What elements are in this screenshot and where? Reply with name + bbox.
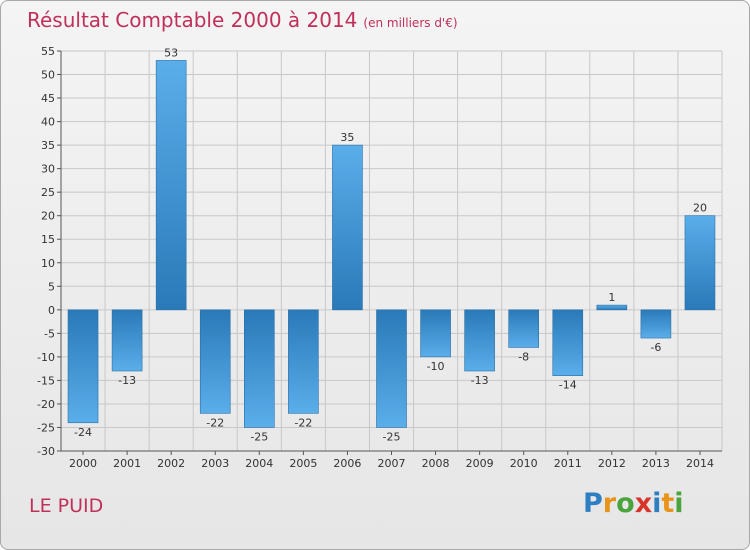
bar-2011[interactable] (552, 309, 584, 377)
y-tick-label: -5 (44, 327, 55, 340)
bar-2014[interactable] (684, 215, 716, 311)
bar-2008[interactable] (420, 309, 451, 358)
x-tick-label: 2002 (157, 457, 185, 470)
bar-2004[interactable] (244, 309, 275, 428)
y-tick-label: 0 (48, 304, 55, 317)
x-tick-label: 2006 (333, 457, 361, 470)
x-tick-label: 2005 (289, 457, 317, 470)
y-tick-label: 20 (41, 210, 55, 223)
x-tick-label: 2000 (69, 457, 97, 470)
x-tick-label: 2013 (642, 457, 670, 470)
y-tick-label: 35 (41, 139, 55, 152)
x-tick-label: 2009 (466, 457, 494, 470)
x-tick-label: 2014 (686, 457, 714, 470)
bar-2005[interactable] (288, 309, 319, 414)
bar-2012[interactable] (596, 304, 628, 311)
bar-2002[interactable] (155, 60, 187, 311)
data-labels: -24 -13 53 -22 -25 -22 35 -25 -10 -13 -8 -14 1 -6 20 (74, 46, 707, 443)
x-tick-label: 2011 (554, 457, 582, 470)
y-tick-label: -30 (37, 445, 55, 458)
data-label-2011: -14 (559, 379, 577, 392)
bar-2006[interactable] (332, 144, 363, 311)
x-tick-label: 2010 (510, 457, 538, 470)
data-label-2002: 53 (164, 46, 178, 59)
bar-2013[interactable] (640, 309, 672, 339)
y-tick-label: 15 (41, 233, 55, 246)
y-tick-label: 25 (41, 186, 55, 199)
y-tick-label: 30 (41, 163, 55, 176)
y-tick-label: -20 (37, 398, 55, 411)
x-tick-label: 2001 (113, 457, 141, 470)
chart-subtitle: (en milliers d'€) (363, 16, 458, 30)
x-tick-label: 2008 (422, 457, 450, 470)
y-tick-label: -25 (37, 421, 55, 434)
bar-2009[interactable] (464, 309, 495, 372)
bars (67, 60, 716, 428)
bar-2000[interactable] (67, 309, 99, 424)
data-label-2012: 1 (608, 291, 615, 304)
data-label-2005: -22 (294, 416, 312, 429)
proxiti-logo[interactable]: Proxiti (583, 488, 684, 519)
data-label-2008: -10 (427, 360, 445, 373)
bar-2003[interactable] (199, 309, 231, 414)
bar-2001[interactable] (111, 309, 143, 372)
data-label-2000: -24 (74, 426, 92, 439)
data-label-2014: 20 (693, 202, 707, 215)
y-tick-label: 40 (41, 116, 55, 129)
data-label-2004: -25 (250, 430, 268, 443)
chart-title: Résultat Comptable 2000 à 2014 (en millie… (27, 8, 458, 32)
axes: 5550454035302520151050-5-10-15-20-25-302… (37, 45, 722, 470)
y-tick-label: 5 (48, 280, 55, 293)
y-tick-label: 50 (41, 69, 55, 82)
data-label-2003: -22 (206, 416, 224, 429)
y-tick-label: 10 (41, 257, 55, 270)
bar-2010[interactable] (508, 309, 540, 348)
y-tick-label: -10 (37, 351, 55, 364)
data-label-2009: -13 (471, 374, 489, 387)
y-tick-label: 55 (41, 45, 55, 58)
y-tick-label: 45 (41, 92, 55, 105)
x-tick-label: 2003 (201, 457, 229, 470)
data-label-2007: -25 (383, 430, 401, 443)
chart-title-text: Résultat Comptable 2000 à 2014 (27, 8, 358, 32)
x-tick-label: 2012 (598, 457, 626, 470)
data-label-2010: -8 (518, 350, 529, 363)
commune-name: LE PUID (29, 495, 104, 517)
data-label-2001: -13 (118, 374, 136, 387)
x-tick-label: 2007 (378, 457, 406, 470)
x-tick-label: 2004 (245, 457, 273, 470)
data-label-2013: -6 (650, 341, 661, 354)
data-label-2006: 35 (340, 131, 354, 144)
y-tick-label: -15 (37, 374, 55, 387)
bar-2007[interactable] (376, 309, 407, 428)
